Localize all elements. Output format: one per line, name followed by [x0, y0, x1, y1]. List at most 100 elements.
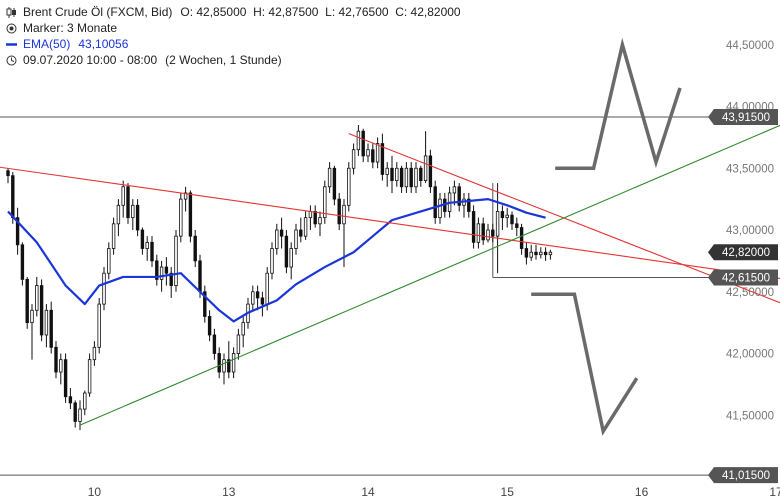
- ema50-line: [7, 198, 546, 323]
- marker-label: Marker: 3 Monate: [23, 21, 118, 35]
- candle: [236, 328, 241, 360]
- instrument-name: Brent Crude Öl (FXCM, Bid): [23, 5, 173, 19]
- x-tick-label: 16: [635, 485, 649, 499]
- candle-body-up: [92, 346, 97, 361]
- candle: [543, 247, 548, 261]
- candle: [241, 316, 245, 348]
- candle-body-up: [318, 217, 322, 225]
- candle: [44, 304, 49, 348]
- candle: [491, 223, 495, 243]
- candle: [30, 304, 34, 360]
- candle-body-down: [500, 211, 505, 219]
- candle-body-down: [260, 297, 265, 305]
- candle-body-up: [78, 408, 82, 422]
- candle-body-up: [308, 211, 313, 219]
- y-tick-label: 42,50000: [726, 287, 774, 299]
- candle: [366, 143, 370, 163]
- candle: [54, 341, 58, 379]
- candle-body-down: [361, 130, 365, 157]
- candle: [68, 388, 73, 410]
- candle: [380, 133, 385, 181]
- candle-body-down: [543, 251, 548, 256]
- candle: [327, 162, 332, 193]
- candle: [433, 180, 437, 224]
- candle-body-up: [351, 149, 356, 169]
- candle: [467, 192, 471, 218]
- candle: [476, 217, 481, 249]
- candle: [116, 199, 121, 237]
- candle-body-up: [183, 192, 188, 200]
- candle: [107, 242, 111, 280]
- candle-body-up: [265, 272, 269, 305]
- candle: [486, 223, 490, 243]
- candle: [155, 254, 159, 286]
- candle-body-up: [327, 167, 332, 188]
- candle: [121, 180, 125, 218]
- candle-body-down: [428, 155, 433, 188]
- candle-body-up: [145, 241, 149, 249]
- candle-body-down: [515, 223, 519, 228]
- candle: [500, 205, 505, 230]
- candle-body-up: [116, 204, 121, 225]
- candle-body-up: [423, 155, 428, 181]
- candle-body-up: [347, 167, 351, 206]
- candle-body-up: [179, 198, 183, 237]
- candle: [87, 353, 92, 397]
- candle: [78, 400, 82, 431]
- candle-body-down: [299, 229, 303, 237]
- candle: [284, 230, 289, 274]
- candle: [25, 276, 29, 329]
- candle-body-up: [275, 229, 279, 249]
- period-range: 09.07.2020 10:00 - 08:00: [23, 53, 158, 67]
- candle-body-down: [73, 402, 77, 422]
- candle-body-up: [159, 266, 164, 280]
- candle: [404, 162, 409, 193]
- candle-body-up: [495, 211, 500, 237]
- current-price-tag-bg: [708, 244, 778, 261]
- candle-body-up: [121, 186, 125, 206]
- candle-body-down: [188, 192, 193, 237]
- period-note: (2 Wochen, 1 Stunde): [165, 53, 282, 67]
- candle-body-down: [227, 359, 231, 373]
- candle-body-up: [486, 229, 490, 241]
- candle: [423, 131, 428, 184]
- candle-body-up: [44, 309, 49, 336]
- candle-body-down: [419, 167, 423, 182]
- ema-label: EMA(50): [23, 37, 71, 51]
- candle-body-up: [452, 186, 457, 194]
- candle: [203, 285, 207, 323]
- candle-body-up: [505, 214, 509, 219]
- candle-body-down: [150, 241, 154, 262]
- candle: [390, 155, 394, 193]
- candle: [207, 310, 212, 342]
- candle: [342, 199, 346, 268]
- x-tick-label: 15: [501, 485, 515, 499]
- candle: [510, 211, 514, 230]
- candle: [399, 165, 404, 193]
- candle: [409, 162, 413, 193]
- candle: [471, 205, 476, 249]
- ohlc-values: O: 42,85000 H: 42,87500 L: 42,76500 C: 4…: [180, 5, 461, 19]
- scenario-bullish-path: [555, 37, 682, 170]
- y-tick-label: 43,00000: [726, 225, 774, 237]
- level-price-tag-label: 42,61500: [722, 273, 770, 285]
- candle-body-down: [457, 186, 461, 206]
- candle: [260, 291, 265, 317]
- chart-legend: Brent Crude Öl (FXCM, Bid) O: 42,85000 H…: [6, 4, 461, 68]
- y-tick-label: 43,50000: [726, 163, 774, 175]
- candle-body-down: [371, 149, 375, 163]
- candle: [351, 143, 356, 175]
- level-price-tag-label: 41,01500: [722, 470, 770, 482]
- candle: [299, 217, 303, 243]
- scenario-bearish-path: [531, 292, 639, 436]
- candle-body-down: [481, 223, 485, 241]
- candle-body-up: [87, 359, 92, 394]
- level-price-tag-bg: [708, 269, 778, 286]
- candle-body-up: [251, 291, 255, 305]
- candle: [505, 207, 509, 228]
- candle: [294, 223, 298, 255]
- candle-body-up: [270, 248, 274, 274]
- candle-body-up: [366, 149, 370, 157]
- candle: [126, 183, 130, 224]
